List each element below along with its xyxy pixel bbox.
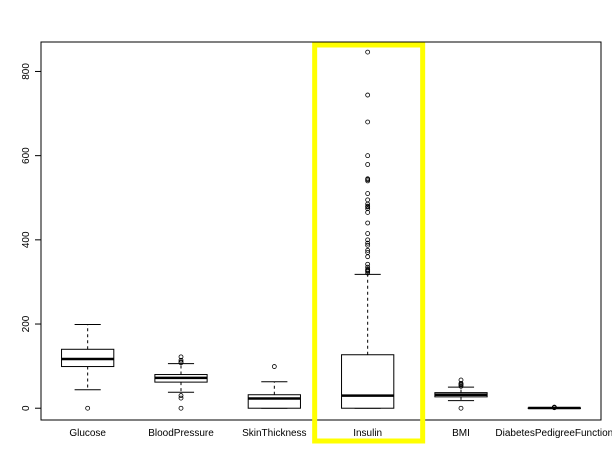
y-axis: 0 200 400 600 800: [21, 63, 41, 411]
outlier-point: [178, 393, 184, 398]
outlier-point: [178, 395, 184, 401]
outlier-point: [365, 250, 371, 255]
outlier-point: [365, 247, 371, 253]
iqr-box: [247, 394, 301, 409]
plot-frame: [40, 41, 602, 421]
box-BMI: [434, 377, 488, 411]
outlier-point: [458, 380, 464, 386]
outlier-point: [365, 191, 371, 196]
outlier-point: [365, 242, 371, 248]
outlier-point: [365, 237, 371, 243]
outlier-point: [365, 240, 371, 246]
box-Insulin: [341, 49, 395, 409]
outlier-point: [365, 254, 371, 260]
y-tick-label-0: 0: [21, 405, 32, 411]
y-tick-label-200: 200: [21, 315, 32, 332]
outlier-point: [365, 206, 371, 212]
outlier-point: [365, 162, 371, 167]
outlier-point: [365, 176, 371, 182]
outlier-point: [271, 364, 277, 369]
insulin-highlight-frame: [312, 42, 426, 444]
outlier-point: [365, 220, 371, 226]
box-BloodPressure: [154, 354, 208, 411]
x-label-SkinThickness: SkinThickness: [242, 428, 306, 439]
box-DiabetesPedigreeFunction: [527, 404, 581, 411]
y-tick-label-800: 800: [21, 63, 32, 80]
x-label-Insulin: Insulin: [353, 428, 382, 439]
y-tick-label-600: 600: [21, 147, 32, 164]
outlier-point: [365, 92, 371, 98]
iqr-box: [341, 354, 395, 409]
outlier-point: [458, 405, 464, 411]
y-tick-label-400: 400: [21, 231, 32, 248]
outlier-point: [85, 405, 91, 411]
outlier-point: [365, 266, 371, 272]
outlier-point: [178, 354, 184, 360]
outlier-point: [365, 153, 371, 159]
outlier-point: [365, 119, 371, 125]
outlier-point: [365, 49, 371, 55]
x-label-DiabetesPedigreeFunction: DiabetesPedigreeFunction: [495, 428, 612, 439]
outlier-point: [365, 264, 371, 270]
highlight-layer: [312, 42, 426, 444]
outlier-point: [178, 359, 184, 365]
x-label-BMI: BMI: [452, 428, 470, 439]
box-Glucose: [61, 323, 115, 411]
outlier-point: [365, 197, 371, 203]
x-label-BloodPressure: BloodPressure: [148, 428, 214, 439]
boxes-layer: [61, 49, 581, 411]
outlier-point: [178, 405, 184, 411]
outlier-point: [365, 231, 371, 236]
box-SkinThickness: [247, 364, 301, 409]
x-label-Glucose: Glucose: [69, 428, 106, 439]
outlier-point: [458, 377, 464, 383]
outlier-point: [178, 357, 184, 363]
x-axis-labels: Glucose BloodPressure SkinThickness Insulin…: [69, 428, 612, 439]
outlier-point: [365, 203, 371, 209]
outlier-point: [551, 404, 557, 410]
outlier-point: [365, 261, 371, 267]
